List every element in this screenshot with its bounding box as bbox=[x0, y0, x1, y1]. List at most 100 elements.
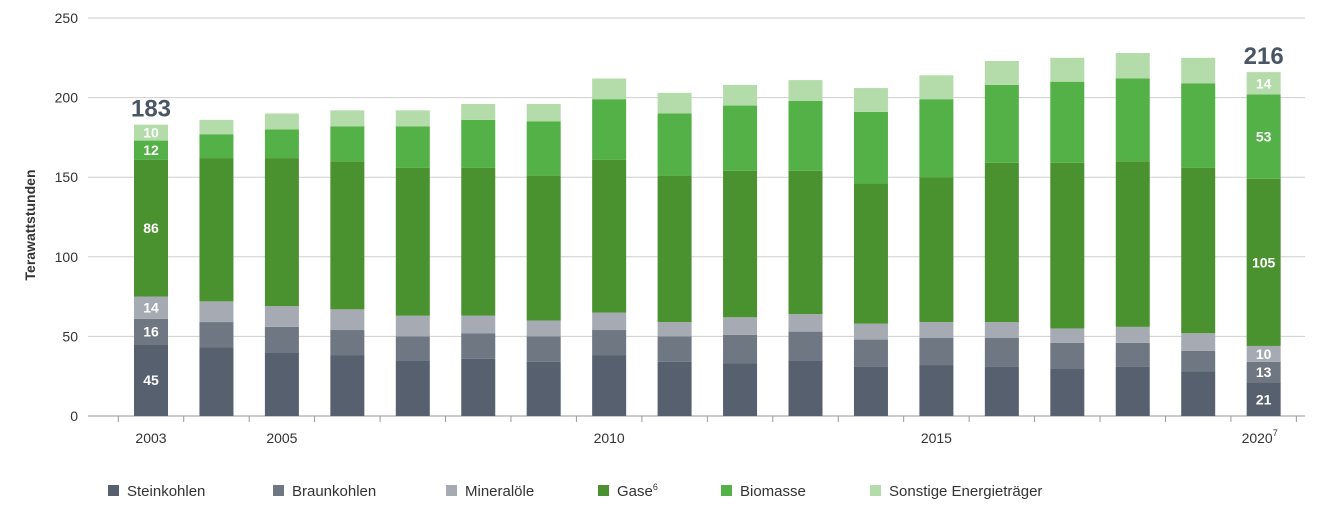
bar-segment-steinkohlen bbox=[199, 347, 234, 416]
y-tick-label: 150 bbox=[55, 169, 79, 185]
bar-segment-biomasse bbox=[1246, 94, 1281, 179]
segment-value-label: 16 bbox=[143, 324, 159, 340]
y-tick-label: 0 bbox=[70, 408, 78, 424]
bar-segment-biomasse bbox=[199, 134, 234, 159]
segment-value-label: 21 bbox=[1256, 391, 1272, 407]
bar-segment-gase bbox=[461, 167, 496, 316]
segment-value-label: 10 bbox=[1256, 346, 1272, 362]
bar-segment-steinkohlen bbox=[853, 366, 888, 416]
segment-value-label: 10 bbox=[143, 125, 159, 141]
legend-item: Gase6 bbox=[598, 482, 658, 500]
bar-segment-steinkohlen bbox=[919, 365, 954, 416]
x-tick-label: 2005 bbox=[266, 430, 297, 446]
bar-segment-mineral-le bbox=[199, 301, 234, 323]
bars bbox=[134, 53, 1281, 416]
bar-segment-steinkohlen bbox=[657, 361, 692, 416]
bar-segment-braunkohlen bbox=[330, 330, 365, 356]
bar-segment-mineral-le bbox=[919, 322, 954, 338]
bar-segment-biomasse bbox=[592, 99, 627, 160]
bar-segment-braunkohlen bbox=[1181, 350, 1216, 372]
bar-segment-gase bbox=[330, 161, 365, 310]
bar-segment-gase bbox=[1050, 162, 1085, 329]
bar-segment-steinkohlen bbox=[395, 360, 430, 416]
bar-segment-gase bbox=[723, 170, 758, 318]
bar-segment-steinkohlen bbox=[526, 361, 561, 416]
segment-value-label: 45 bbox=[143, 372, 159, 388]
bar-segment-sonstige-energietr-ger bbox=[592, 78, 627, 100]
bar-segment-mineral-le bbox=[788, 314, 823, 332]
bar-segment-sonstige-energietr-ger bbox=[984, 60, 1019, 85]
bar-segment-gase bbox=[526, 175, 561, 321]
bar-segment-mineral-le bbox=[657, 322, 692, 337]
bar-segment-biomasse bbox=[984, 84, 1019, 163]
bar-segment-biomasse bbox=[788, 100, 823, 171]
bar-segment-sonstige-energietr-ger bbox=[526, 103, 561, 122]
bar-segment-steinkohlen bbox=[1050, 368, 1085, 416]
legend-item: Sonstige Energieträger bbox=[870, 483, 1042, 500]
legend-label: Biomasse bbox=[740, 483, 806, 500]
bar-segment-mineral-le bbox=[264, 306, 299, 327]
bar-segment-braunkohlen bbox=[134, 318, 168, 345]
bar-segment-sonstige-energietr-ger bbox=[199, 119, 234, 135]
bar-segment-biomasse bbox=[264, 129, 299, 159]
bar-segment-braunkohlen bbox=[723, 334, 758, 364]
bar-segment-mineral-le bbox=[330, 309, 365, 331]
bar-segment-gase bbox=[264, 158, 299, 307]
legend-swatch bbox=[721, 485, 732, 496]
bar-segment-mineral-le bbox=[984, 322, 1019, 338]
bar-segment-steinkohlen bbox=[723, 363, 758, 416]
bar-segment-mineral-le bbox=[1115, 326, 1150, 343]
bar-segment-braunkohlen bbox=[461, 333, 496, 359]
bar-segment-sonstige-energietr-ger bbox=[461, 103, 496, 120]
bar-segment-biomasse bbox=[853, 111, 888, 184]
bar-segment-sonstige-energietr-ger bbox=[919, 75, 954, 100]
bar-segment-sonstige-energietr-ger bbox=[134, 124, 168, 141]
bar-segment-mineral-le bbox=[592, 312, 627, 331]
legend-label: Braunkohlen bbox=[292, 483, 376, 500]
bar-segment-steinkohlen bbox=[330, 355, 365, 416]
legend-swatch bbox=[870, 485, 881, 496]
bar-segment-gase bbox=[788, 170, 823, 315]
bar-segment-braunkohlen bbox=[1050, 342, 1085, 369]
bar-segment-steinkohlen bbox=[788, 360, 823, 416]
bar-segment-braunkohlen bbox=[1246, 361, 1281, 383]
x-tick-label: 20207 bbox=[1242, 428, 1278, 446]
bar-segment-steinkohlen bbox=[1181, 371, 1216, 416]
bar-segment-braunkohlen bbox=[788, 331, 823, 361]
bar-segment-gase bbox=[1181, 167, 1216, 334]
bar-segment-steinkohlen bbox=[264, 352, 299, 416]
segment-value-label: 105 bbox=[1252, 254, 1276, 270]
legend-label: Gase6 bbox=[617, 482, 658, 500]
bar-segment-sonstige-energietr-ger bbox=[395, 110, 430, 127]
segment-value-label: 86 bbox=[143, 220, 159, 236]
bar-segment-mineral-le bbox=[134, 296, 168, 319]
bar-segment-steinkohlen bbox=[1246, 382, 1281, 416]
bar-segment-braunkohlen bbox=[592, 330, 627, 356]
bar-segment-gase bbox=[592, 159, 627, 313]
segment-value-label: 13 bbox=[1256, 364, 1272, 380]
y-tick-label: 250 bbox=[55, 10, 79, 26]
bar-segment-steinkohlen bbox=[134, 344, 168, 416]
bar-segment-gase bbox=[984, 162, 1019, 323]
segment-value-label: 12 bbox=[143, 142, 159, 158]
bar-segment-biomasse bbox=[1181, 83, 1216, 168]
bar-segment-braunkohlen bbox=[853, 339, 888, 367]
bar-segment-biomasse bbox=[526, 121, 561, 176]
bar-segment-biomasse bbox=[330, 126, 365, 162]
bar-segment-biomasse bbox=[919, 99, 954, 178]
bar-segment-mineral-le bbox=[1246, 345, 1281, 362]
bar-segment-braunkohlen bbox=[526, 336, 561, 362]
legend: Steinkohlen Braunkohlen Mineralöle Gase6 Bio… bbox=[108, 482, 1042, 500]
bar-segment-braunkohlen bbox=[919, 337, 954, 366]
bar-segment-sonstige-energietr-ger bbox=[723, 84, 758, 106]
legend-label: Sonstige Energieträger bbox=[889, 483, 1042, 500]
y-tick-label: 100 bbox=[55, 249, 79, 265]
bar-segment-braunkohlen bbox=[264, 326, 299, 353]
axes: 0 50 100 150 200 250 Terawattstunden 2003 2005 20… bbox=[22, 10, 1297, 446]
legend-label: Mineralöle bbox=[465, 483, 534, 500]
bar-segment-braunkohlen bbox=[984, 337, 1019, 367]
legend-label: Steinkohlen bbox=[127, 483, 205, 500]
bar-segment-braunkohlen bbox=[1115, 342, 1150, 367]
bar-segment-braunkohlen bbox=[395, 336, 430, 361]
